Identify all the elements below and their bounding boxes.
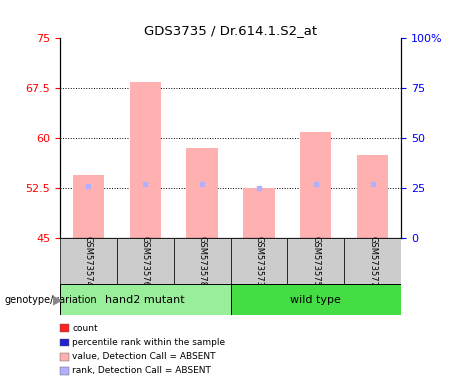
Bar xyxy=(287,238,344,284)
Bar xyxy=(174,238,230,284)
Bar xyxy=(117,238,174,284)
Bar xyxy=(60,284,230,315)
Bar xyxy=(357,155,388,238)
Text: GSM573573: GSM573573 xyxy=(254,236,263,286)
Bar xyxy=(230,238,287,284)
Text: ▶: ▶ xyxy=(53,293,63,306)
Bar xyxy=(130,82,161,238)
Text: rank, Detection Call = ABSENT: rank, Detection Call = ABSENT xyxy=(72,366,211,376)
Bar xyxy=(300,132,331,238)
Text: wild type: wild type xyxy=(290,295,341,305)
Text: hand2 mutant: hand2 mutant xyxy=(106,295,185,305)
Bar xyxy=(243,188,275,238)
Bar xyxy=(230,284,401,315)
Bar xyxy=(73,175,104,238)
Bar xyxy=(60,238,117,284)
Text: genotype/variation: genotype/variation xyxy=(5,295,97,305)
Bar xyxy=(186,148,218,238)
Text: GSM573575: GSM573575 xyxy=(311,236,320,286)
Text: percentile rank within the sample: percentile rank within the sample xyxy=(72,338,225,347)
Bar xyxy=(344,238,401,284)
Text: value, Detection Call = ABSENT: value, Detection Call = ABSENT xyxy=(72,352,216,361)
Text: GSM573574: GSM573574 xyxy=(84,236,93,286)
Title: GDS3735 / Dr.614.1.S2_at: GDS3735 / Dr.614.1.S2_at xyxy=(144,24,317,37)
Text: GSM573578: GSM573578 xyxy=(198,236,207,286)
Text: GSM573576: GSM573576 xyxy=(141,236,150,286)
Text: count: count xyxy=(72,324,98,333)
Text: GSM573577: GSM573577 xyxy=(368,236,377,286)
